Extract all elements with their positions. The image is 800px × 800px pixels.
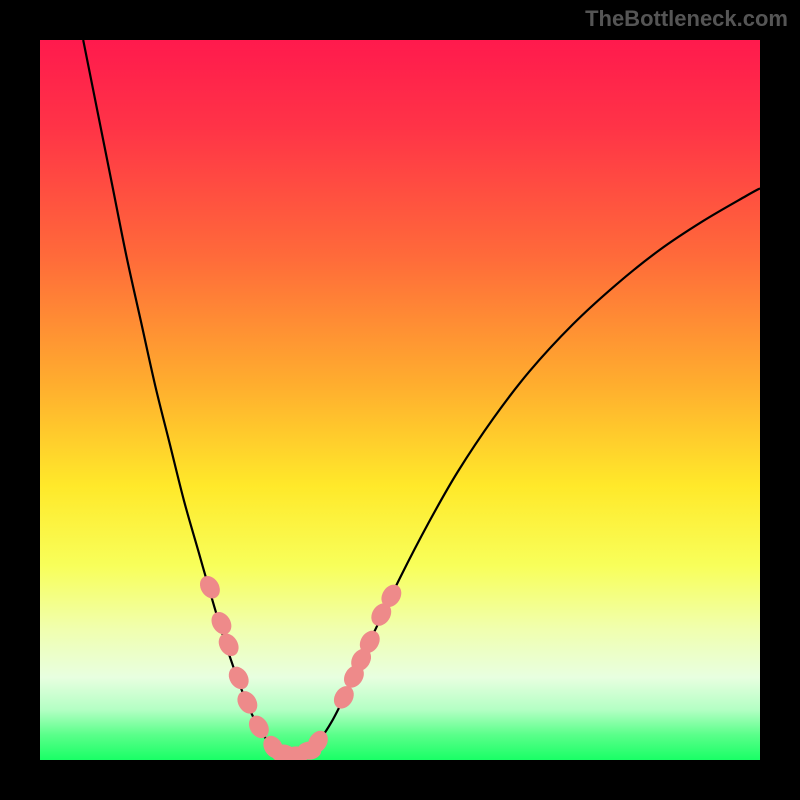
gradient-background (40, 40, 760, 760)
chart-svg (40, 40, 760, 760)
watermark-text: TheBottleneck.com (585, 6, 788, 32)
plot-area (40, 40, 760, 760)
